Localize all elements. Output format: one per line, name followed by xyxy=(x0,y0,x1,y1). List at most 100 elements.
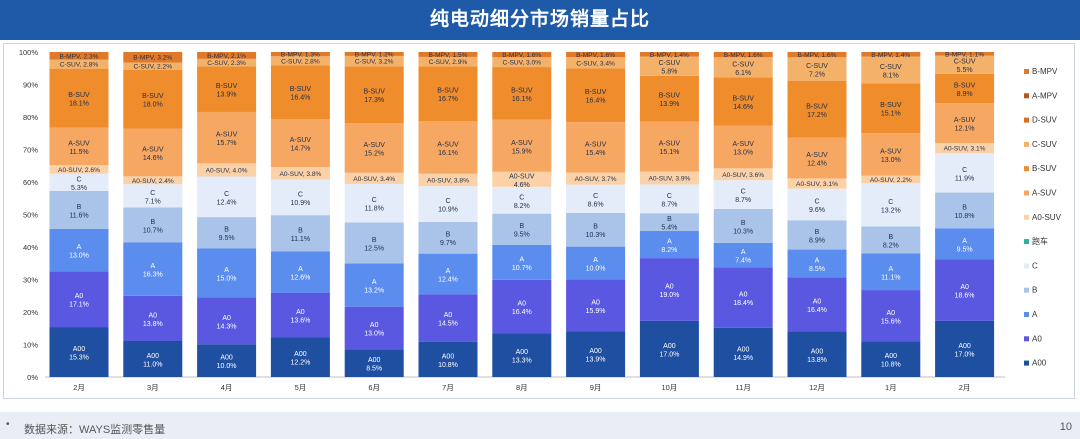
data-label: C xyxy=(224,191,229,198)
stacked-bar-chart: 0% 10% 20% 30% 40% 50% 60% 70% 80% 90% 100% A00 15.3… xyxy=(19,48,1062,392)
data-label: A-SUV xyxy=(585,141,607,148)
data-label: 16.1% xyxy=(438,150,458,157)
data-label: A00 xyxy=(368,357,381,364)
data-label: A xyxy=(298,266,303,273)
data-label: A0-SUV, 3.4% xyxy=(353,176,395,183)
data-label: A00 xyxy=(73,346,86,353)
bar-segment-A0-SUV xyxy=(935,143,995,154)
page-title: 纯电动细分市场销量占比 xyxy=(429,9,650,30)
legend-label: A xyxy=(1032,310,1038,319)
data-label: 15.9% xyxy=(586,308,606,315)
bar-segment-A0 xyxy=(639,258,699,321)
data-label: A-SUV xyxy=(880,148,902,155)
data-label: 4.6% xyxy=(514,182,530,189)
legend-swatch xyxy=(1024,287,1029,293)
data-label: A0-SUV, 2.4% xyxy=(132,178,174,185)
data-label: 13.6% xyxy=(290,317,310,324)
bar-segment-B-SUV xyxy=(49,68,109,128)
legend-label: A0-SUV xyxy=(1032,213,1062,222)
data-label: A xyxy=(962,238,967,245)
bar-segment-C-SUV xyxy=(197,58,257,67)
data-label: 13.0% xyxy=(881,157,901,164)
bar-segment-A0-SUV xyxy=(197,163,257,177)
data-label: 13.9% xyxy=(586,357,606,364)
bar-segment-A-SUV xyxy=(344,123,404,173)
bar-segment-C xyxy=(566,184,626,213)
bar-segment-B-SUV xyxy=(935,73,995,104)
data-label: 8.5% xyxy=(366,366,382,373)
data-label: C-SUV xyxy=(880,64,902,71)
data-label: 17.0% xyxy=(659,351,679,358)
bar-segment-A00 xyxy=(197,344,257,377)
bar-segment-C-SUV xyxy=(123,62,183,70)
data-source-note: 数据来源：WAYS监测零售量 xyxy=(24,424,166,436)
bar-segment-A-SUV xyxy=(49,127,109,166)
legend-label: C xyxy=(1032,261,1038,270)
data-label: A00 xyxy=(589,348,602,355)
data-label: C xyxy=(593,193,598,200)
data-label: 10.0% xyxy=(586,265,606,272)
bar-segment-B xyxy=(197,217,257,249)
bar-segment-B-SUV xyxy=(566,68,626,123)
data-label: 14.9% xyxy=(733,355,753,362)
data-label: 18.0% xyxy=(143,102,163,109)
data-label: 15.0% xyxy=(217,275,237,282)
data-label: 14.6% xyxy=(143,155,163,162)
y-tick-label: 70% xyxy=(23,146,38,155)
data-label: 9.7% xyxy=(440,240,456,247)
data-label: B-SUV xyxy=(880,102,902,109)
bar-segment-A xyxy=(787,249,847,278)
bar-segment-A00 xyxy=(566,331,626,377)
data-label: C xyxy=(519,194,524,201)
data-label: 8.7% xyxy=(661,201,677,208)
data-label: B-MPV, 1.4% xyxy=(650,52,689,59)
bar-segment-B-MPV xyxy=(492,52,552,58)
bar-segment-C xyxy=(861,183,921,227)
data-label: 16.7% xyxy=(438,96,458,103)
bar-segment-A xyxy=(861,253,921,291)
legend-swatch xyxy=(1024,312,1029,317)
data-label: 11.5% xyxy=(69,149,88,156)
bar-segment-C-SUV xyxy=(270,56,330,66)
data-label: A xyxy=(888,266,893,273)
data-label: 10.7% xyxy=(143,227,163,234)
legend-swatch xyxy=(1024,69,1029,74)
bar-segment-A-SUV xyxy=(197,111,257,164)
x-tick-label: 5月 xyxy=(295,383,307,392)
bar-segment-A0-SUV xyxy=(270,167,330,180)
data-label: C xyxy=(150,190,155,197)
bar-segment-C xyxy=(123,184,183,208)
data-label: B xyxy=(741,220,746,227)
data-label: A0 xyxy=(222,315,231,322)
bar-segment-C xyxy=(935,153,995,193)
data-label: B-SUV xyxy=(142,93,164,100)
data-label: 10.7% xyxy=(512,265,532,272)
bar-segment-A-SUV xyxy=(123,128,183,177)
data-label: B-SUV xyxy=(363,89,385,96)
bar-segment-B xyxy=(639,213,699,232)
bar-segment-B xyxy=(935,192,995,229)
bar-segment-A xyxy=(123,242,183,296)
data-label: A0-SUV, 2.6% xyxy=(58,167,100,174)
data-label: A00 xyxy=(442,353,455,360)
data-label: A-SUV xyxy=(732,141,754,148)
bar-segment-B-MPV xyxy=(713,52,773,58)
data-label: A00 xyxy=(737,346,750,353)
data-label: 13.9% xyxy=(217,92,237,99)
data-label: 15.6% xyxy=(881,318,901,325)
data-label: 15.3% xyxy=(69,355,89,362)
footer-bullet: • xyxy=(6,419,10,430)
data-label: A0 xyxy=(960,284,969,291)
data-label: 12.2% xyxy=(290,360,310,367)
data-label: 5.8% xyxy=(661,69,677,76)
bar-segment-C-SUV xyxy=(49,59,109,69)
data-label: 8.5% xyxy=(809,266,825,273)
data-label: B-SUV xyxy=(585,89,607,96)
bar-segment-B xyxy=(270,215,330,252)
data-label: A-SUV xyxy=(142,146,164,153)
bar-segment-B-MPV xyxy=(566,52,626,58)
bar-segment-B xyxy=(861,226,921,254)
data-label: 13.2% xyxy=(881,207,901,214)
y-tick-label: 60% xyxy=(23,178,38,187)
legend-label: A-SUV xyxy=(1032,189,1057,198)
